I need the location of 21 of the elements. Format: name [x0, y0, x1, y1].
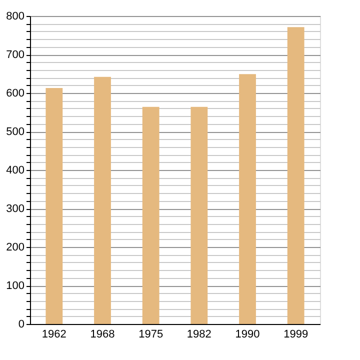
- bar: [94, 76, 111, 324]
- x-tick-label: 1962: [42, 328, 66, 340]
- x-tick-label: 1982: [186, 328, 212, 340]
- y-tick-label: 300: [6, 203, 24, 215]
- y-tick-label: 600: [6, 88, 24, 100]
- y-tick-label: 500: [6, 126, 24, 138]
- bar: [46, 88, 63, 324]
- bar: [239, 74, 256, 324]
- y-tick-label: 400: [6, 164, 24, 176]
- y-tick-label: 700: [6, 49, 24, 61]
- bar: [190, 106, 208, 324]
- y-tick-label: 0: [18, 318, 24, 330]
- y-tick-label: 100: [6, 280, 24, 292]
- y-tick-label: 800: [6, 10, 24, 22]
- bar: [142, 106, 160, 324]
- x-tick-label: 1999: [284, 328, 308, 340]
- y-tick-label: 200: [6, 242, 24, 254]
- bar: [287, 27, 304, 324]
- x-tick-label: 1968: [90, 328, 115, 340]
- x-tick-label: 1975: [138, 328, 164, 340]
- x-tick-label: 1990: [235, 328, 260, 340]
